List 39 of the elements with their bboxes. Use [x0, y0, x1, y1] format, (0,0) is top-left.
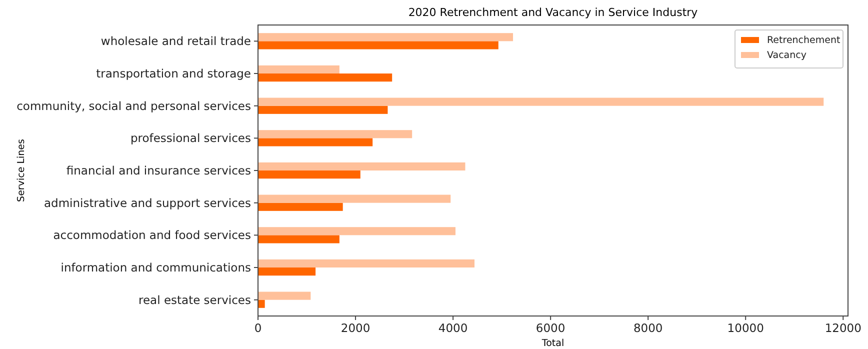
bar	[258, 138, 373, 146]
legend-label: Vacancy	[767, 50, 807, 61]
bar	[258, 227, 456, 236]
bar	[258, 130, 412, 138]
bar	[258, 65, 340, 74]
bar	[258, 106, 388, 114]
bar	[258, 235, 340, 244]
y-tick-label: wholesale and retail trade	[100, 34, 251, 48]
y-tick-label: professional services	[130, 131, 251, 146]
bar	[258, 41, 498, 50]
x-tick-label: 0	[254, 321, 262, 335]
x-tick-label: 4000	[438, 321, 468, 335]
bar	[258, 162, 466, 170]
bar	[258, 194, 451, 203]
bar	[258, 268, 316, 276]
bar	[258, 292, 311, 300]
y-tick-label: information and communications	[60, 260, 252, 275]
y-axis-title: Service Lines	[16, 139, 27, 202]
bar	[258, 202, 343, 211]
bar	[258, 170, 360, 179]
y-tick-label: community, social and personal services	[16, 98, 251, 113]
y-tick-label: accommodation and food services	[53, 228, 251, 242]
bar	[258, 74, 392, 82]
x-tick-label: 2000	[340, 321, 370, 335]
bar	[258, 259, 474, 268]
x-axis-title: Total	[540, 338, 564, 349]
y-tick-label: administrative and support services	[44, 196, 252, 210]
x-tick-label: 10000	[727, 321, 764, 335]
x-tick-label: 6000	[536, 321, 566, 335]
bar	[258, 300, 265, 308]
x-tick-label: 8000	[633, 321, 663, 335]
y-tick-label: transportation and storage	[96, 66, 251, 81]
x-tick-label: 12000	[824, 321, 862, 335]
y-tick-label: financial and insurance services	[66, 164, 252, 178]
y-tick-label: real estate services	[138, 292, 252, 307]
legend-label: Retrenchement	[767, 35, 841, 46]
chart-title: 2020 Retrenchment and Vacancy in Service Industry	[408, 6, 698, 19]
bar	[258, 33, 514, 42]
bar	[258, 98, 824, 106]
